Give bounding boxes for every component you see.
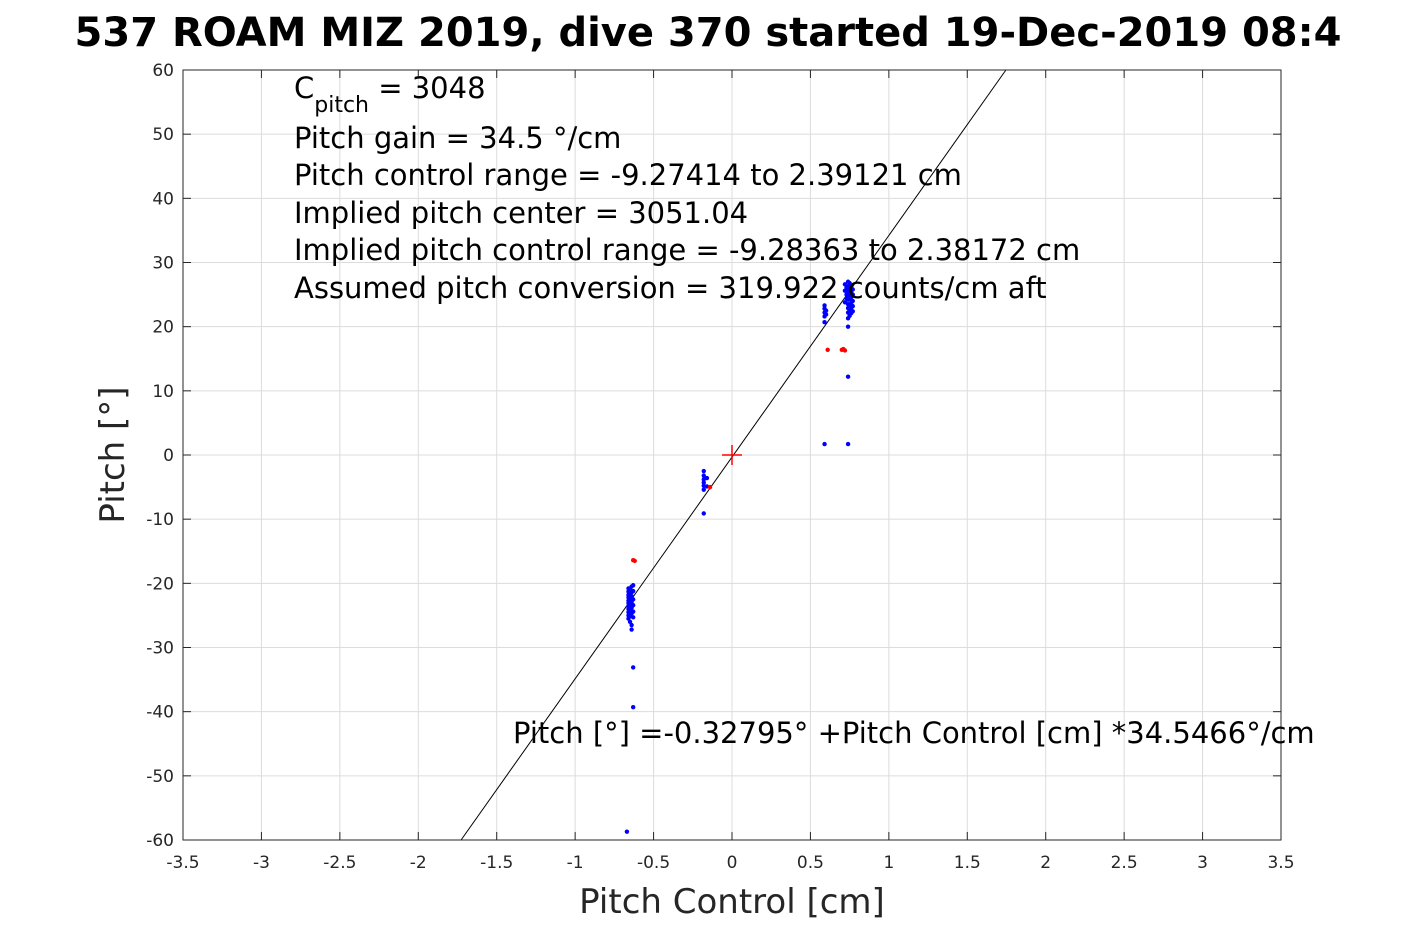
data-points	[624, 279, 855, 834]
x-tick-label: 0	[727, 853, 738, 873]
data-point	[629, 627, 634, 632]
y-tick-label: 60	[152, 61, 174, 81]
data-point	[630, 588, 636, 594]
y-tick-label: -20	[146, 574, 174, 594]
data-point	[823, 308, 829, 313]
y-tick-label: 30	[152, 254, 174, 274]
data-point	[850, 309, 855, 314]
x-tick-label: 3.5	[1267, 853, 1294, 873]
x-tick-label: -2.5	[323, 853, 356, 873]
fit-equation-annotation: Pitch [°] =-0.32795° +Pitch Control [cm]…	[513, 716, 1315, 750]
data-point	[845, 441, 851, 447]
center-marker-group	[722, 445, 742, 465]
x-tick-label: 3	[1197, 853, 1208, 873]
y-tick-label: -50	[146, 767, 174, 787]
y-tick-label: 40	[152, 189, 174, 209]
pitch-conversion-annotation: Assumed pitch conversion = 319.922 count…	[294, 271, 1047, 305]
implied-pitch-center-annotation: Implied pitch center = 3051.04	[294, 196, 748, 230]
x-axis-ticks: -3.5 -3 -2.5 -2 -1.5 -1 -0.5 0 0.5 1 1.5 2 2.5 3 3.5	[166, 70, 1295, 873]
chart-title: 537 ROAM MIZ 2019, dive 370 started 19-D…	[75, 10, 1342, 56]
data-point	[701, 487, 706, 492]
data-point	[630, 558, 636, 563]
data-point	[701, 480, 706, 485]
pitch-control-range-annotation: Pitch control range = -9.27414 to 2.3912…	[294, 158, 962, 192]
data-point	[850, 287, 855, 292]
y-tick-label: -60	[146, 831, 174, 851]
data-point	[630, 665, 636, 670]
x-tick-label: -2	[410, 853, 427, 873]
axes-frame	[182, 69, 1282, 841]
data-point	[823, 312, 829, 317]
data-point	[847, 280, 852, 286]
y-tick-label: 50	[152, 125, 174, 145]
data-point	[850, 303, 855, 309]
data-point	[701, 473, 706, 478]
x-tick-label: -0.5	[637, 853, 670, 873]
data-point	[624, 829, 630, 834]
data-point	[850, 298, 855, 304]
x-tick-label: 0.5	[797, 853, 824, 873]
y-tick-label: 10	[152, 382, 174, 402]
y-axis-label: Pitch [°]	[93, 386, 133, 523]
y-tick-label: -10	[146, 510, 174, 530]
data-point	[842, 348, 848, 353]
data-point	[701, 468, 706, 474]
y-tick-label: 20	[152, 318, 174, 338]
x-tick-label: -3.5	[166, 853, 199, 873]
data-point	[825, 347, 830, 352]
data-point	[629, 622, 634, 628]
data-point	[630, 615, 636, 620]
x-tick-label: -1.5	[480, 853, 513, 873]
data-point	[850, 292, 855, 297]
data-point	[822, 319, 827, 325]
y-axis-ticks: -60 -50 -40 -30 -20 -10 0 10 20 30 40 50 60	[146, 61, 1281, 851]
data-point	[630, 597, 636, 602]
data-point	[845, 324, 851, 329]
data-point	[630, 583, 636, 588]
x-tick-label: -3	[253, 853, 270, 873]
data-point	[630, 704, 636, 710]
data-point	[822, 303, 827, 308]
plot-area: -3.5 -3 -2.5 -2 -1.5 -1 -0.5 0 0.5 1 1.5 2 2.5 3 3.5 -…	[146, 61, 1294, 873]
implied-pitch-range-annotation: Implied pitch control range = -9.28363 t…	[294, 233, 1080, 267]
data-point	[845, 374, 851, 379]
info-text-block: Cpitch = 3048 Pitch gain = 34.5 °/cm Pit…	[294, 71, 1080, 305]
x-tick-label: 1.5	[954, 853, 981, 873]
y-tick-label: 0	[163, 446, 174, 466]
cpitch-annotation: Cpitch = 3048	[294, 71, 486, 118]
y-tick-label: -40	[146, 703, 174, 723]
data-point	[630, 609, 636, 614]
data-point	[630, 602, 636, 608]
x-tick-label: 2.5	[1111, 853, 1138, 873]
x-tick-label: -1	[567, 853, 584, 873]
data-point	[704, 475, 710, 481]
y-tick-label: -30	[146, 639, 174, 659]
x-axis-label: Pitch Control [cm]	[579, 882, 885, 922]
data-point	[701, 511, 706, 516]
pitch-gain-annotation: Pitch gain = 34.5 °/cm	[294, 121, 621, 155]
data-point	[707, 484, 713, 490]
data-point	[822, 441, 827, 447]
x-tick-label: 1	[883, 853, 894, 873]
x-tick-label: 2	[1040, 853, 1051, 873]
